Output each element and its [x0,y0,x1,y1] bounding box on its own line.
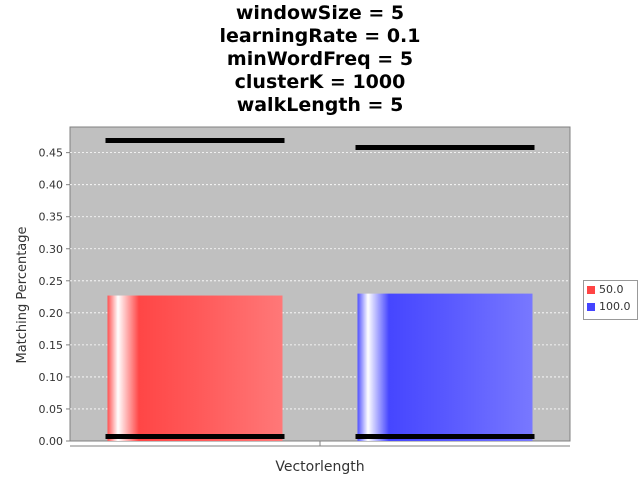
y-axis-label: Matching Percentage [15,226,30,363]
legend-swatch-red [587,285,595,294]
y-tick-label: 0.15 [39,339,64,352]
y-tick-label: 0.25 [39,275,64,288]
legend: 50.0 100.0 [583,280,638,320]
bar-50.0 [107,295,283,441]
legend-item: 100.0 [584,298,637,315]
title-line: learningRate = 0.1 [219,25,421,47]
legend-label: 50.0 [599,283,624,296]
title-line: clusterK = 1000 [234,71,406,93]
y-tick-label: 0.20 [39,307,64,320]
x-axis-label: Vectorlength [275,459,364,475]
y-tick-label: 0.40 [39,179,64,192]
bar-100.0 [357,293,533,441]
legend-item: 50.0 [584,281,637,298]
legend-swatch-blue [587,302,595,311]
title-line: minWordFreq = 5 [226,48,414,70]
legend-label: 100.0 [599,300,631,313]
error-bar-layer [105,137,535,440]
y-tick-label: 0.10 [39,371,64,384]
title-line: walkLength = 5 [236,94,404,116]
title-line: windowSize = 5 [235,2,405,24]
y-tick-label: 0.00 [39,435,64,448]
y-tick-label: 0.05 [39,403,64,416]
y-tick-label: 0.45 [39,147,64,160]
y-axis: 0.00 0.05 0.10 0.15 0.20 0.25 0.30 0.35 0.40 0.45 [39,147,70,448]
chart-title: windowSize = 5 learningRate = 0.1 minWor… [0,2,640,117]
bar-layer [107,293,533,441]
y-tick-label: 0.35 [39,211,64,224]
y-tick-label: 0.30 [39,243,64,256]
